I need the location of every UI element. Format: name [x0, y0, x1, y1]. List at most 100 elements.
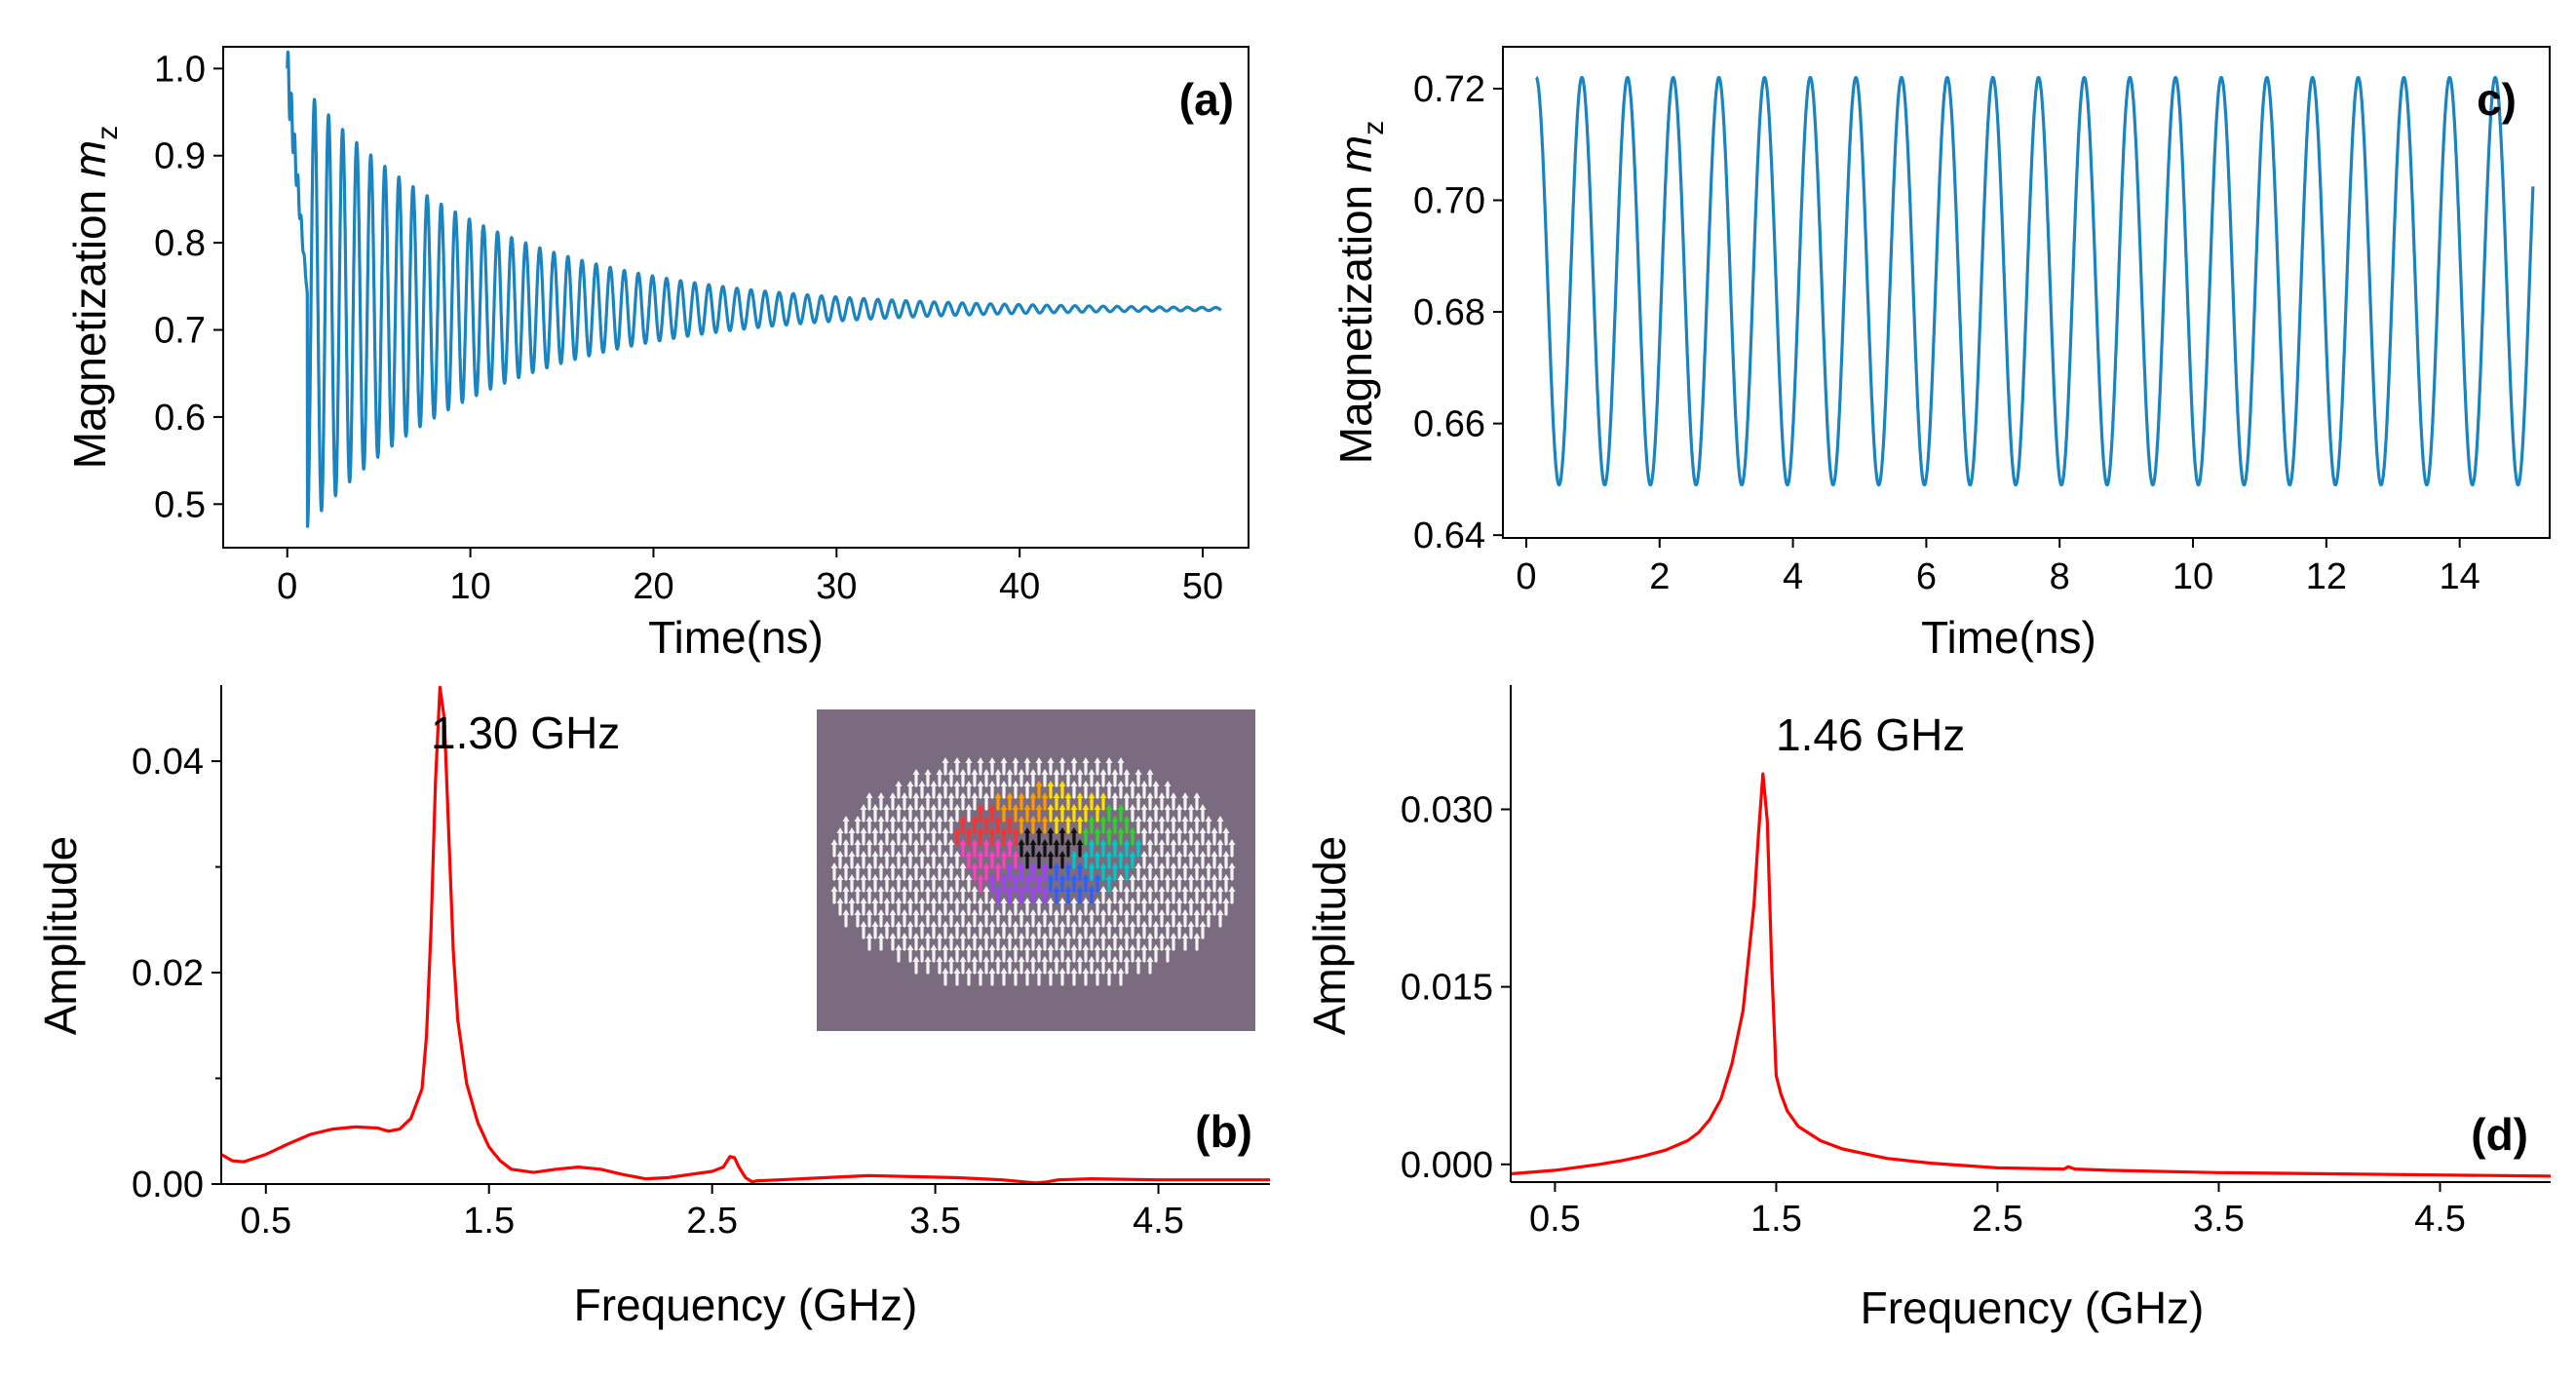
inset-spin-arrowhead [1123, 839, 1131, 845]
inset-spin-arrowhead [1222, 874, 1230, 880]
inset-spin-arrowhead [854, 909, 862, 915]
inset-spin-arrowhead [1023, 921, 1031, 927]
inset-spin-arrowhead [1111, 886, 1119, 892]
inset-spin-arrowhead [1111, 909, 1119, 915]
inset-spin-arrowhead [1211, 851, 1218, 857]
panel-b: 0.5 1.5 2.5 3.5 4.5 0.00 0.02 0.04 1.30 GHz (b)… [35, 685, 1270, 1330]
inset-spin-arrowhead [1012, 921, 1019, 927]
inset-spin-arrowhead [942, 874, 949, 880]
inset-spin-arrowhead [1099, 839, 1107, 845]
inset-spin-arrowhead [1164, 898, 1172, 903]
inset-spin-arrowhead [1129, 898, 1136, 903]
inset-spin-arrowhead [1111, 956, 1119, 962]
inset-spin-arrowhead [1047, 921, 1055, 927]
inset-spin-arrowhead [924, 792, 932, 798]
inset-spin-arrowhead [1199, 804, 1207, 810]
inset-spin-arrowhead [942, 804, 949, 810]
inset-spin-arrowhead [982, 792, 990, 798]
inset-spin-arrowhead [959, 839, 967, 845]
inset-spin-arrowhead [947, 956, 955, 962]
inset-spin-arrowhead [994, 769, 1002, 775]
c-y-axis-title-word: Magnetization [1330, 185, 1381, 464]
inset-spin-arrowhead [988, 804, 996, 810]
inset-spin-arrowhead [1094, 757, 1101, 763]
inset-spin-arrowhead [1088, 839, 1096, 845]
inset-spin-arrowhead [871, 804, 879, 810]
inset-spin-arrowhead [1175, 851, 1183, 857]
inset-spin-arrowhead [1035, 898, 1043, 903]
inset-spin-arrowhead [1211, 874, 1218, 880]
inset-spin-arrowhead [1134, 862, 1142, 868]
inset-spin-arrowhead [848, 898, 856, 903]
b-y-tick-label: 0.04 [132, 742, 204, 783]
inset-spin-arrowhead [836, 874, 844, 880]
inset-spin-arrowhead [947, 769, 955, 775]
b-x-tick-label: 2.5 [686, 1201, 738, 1242]
inset-spin-arrowhead [1035, 944, 1043, 950]
inset-spin-arrowhead [971, 792, 979, 798]
inset-spin-arrowhead [1175, 804, 1183, 810]
inset-spin-arrowhead [1099, 886, 1107, 892]
inset-spin-arrowhead [1105, 921, 1113, 927]
inset-spin-arrowhead [1140, 851, 1148, 857]
inset-spin-arrowhead [1123, 792, 1131, 798]
inset-spin-arrowhead [930, 804, 938, 810]
inset-spin-arrowhead [1134, 886, 1142, 892]
inset-spin-arrowhead [1211, 898, 1218, 903]
inset-spin-arrowhead [877, 886, 885, 892]
inset-spin-arrowhead [865, 816, 873, 822]
inset-spin-arrowhead [1053, 839, 1060, 845]
inset-spin-arrowhead [912, 933, 920, 938]
inset-spin-arrowhead [1146, 816, 1154, 822]
inset-spin-arrowhead [889, 862, 897, 868]
inset-spin-arrowhead [860, 851, 867, 857]
inset-spin-arrowhead [1064, 816, 1072, 822]
inset-spin-arrowhead [1164, 827, 1172, 833]
inset-spin-arrowhead [924, 909, 932, 915]
inset-spin-arrowhead [1064, 909, 1072, 915]
inset-spin-arrowhead [947, 909, 955, 915]
inset-spin-arrowhead [860, 921, 867, 927]
inset-spin-arrowhead [977, 874, 984, 880]
inset-spin-arrowhead [1012, 944, 1019, 950]
inset-spin-arrowhead [1082, 944, 1090, 950]
inset-spin-arrowhead [1058, 898, 1066, 903]
c-x-tick-label: 6 [1916, 556, 1937, 597]
inset-spin-arrowhead [1070, 921, 1078, 927]
inset-spin-arrowhead [1105, 781, 1113, 786]
inset-spin-arrowhead [1175, 874, 1183, 880]
inset-spin-arrowhead [1053, 769, 1060, 775]
inset-spin-arrowhead [1129, 827, 1136, 833]
d-x-tick-label: 4.5 [2414, 1199, 2466, 1240]
inset-spin-arrowhead [1047, 944, 1055, 950]
inset-spin-arrowhead [1006, 909, 1014, 915]
inset-spin-arrowhead [906, 921, 914, 927]
inset-spin-arrowhead [1111, 862, 1119, 868]
inset-spin-arrowhead [1012, 851, 1019, 857]
b-tick-labels: 0.5 1.5 2.5 3.5 4.5 0.00 0.02 0.04 [132, 742, 1184, 1242]
b-x-axis-title: Frequency (GHz) [574, 1280, 918, 1330]
inset-spin-arrowhead [1029, 816, 1037, 822]
inset-spin-arrowhead [1117, 757, 1125, 763]
inset-spin-arrowhead [1006, 886, 1014, 892]
inset-spin-arrowhead [930, 944, 938, 950]
inset-spin-arrowhead [965, 921, 973, 927]
inset-spin-arrowhead [1140, 874, 1148, 880]
inset-spin-arrowhead [936, 816, 943, 822]
inset-spin-arrowhead [1064, 933, 1072, 938]
inset-spin-arrowhead [1117, 944, 1125, 950]
inset-spin-arrowhead [877, 933, 885, 938]
inset-spin-arrowhead [895, 898, 903, 903]
inset-spin-arrowhead [971, 886, 979, 892]
inset-spin-arrowhead [1094, 804, 1101, 810]
inset-spin-arrowhead [1099, 933, 1107, 938]
b-panel-label: (b) [1195, 1106, 1252, 1157]
inset-spin-arrowhead [924, 933, 932, 938]
inset-spin-arrowhead [1175, 921, 1183, 927]
c-plot-frame [1502, 46, 2551, 539]
inset-spin-arrowhead [942, 944, 949, 950]
inset-spin-arrowhead [883, 898, 891, 903]
inset-spin-arrowhead [1216, 816, 1224, 822]
inset-spin-arrowhead [877, 816, 885, 822]
inset-spin-arrowhead [1029, 933, 1037, 938]
